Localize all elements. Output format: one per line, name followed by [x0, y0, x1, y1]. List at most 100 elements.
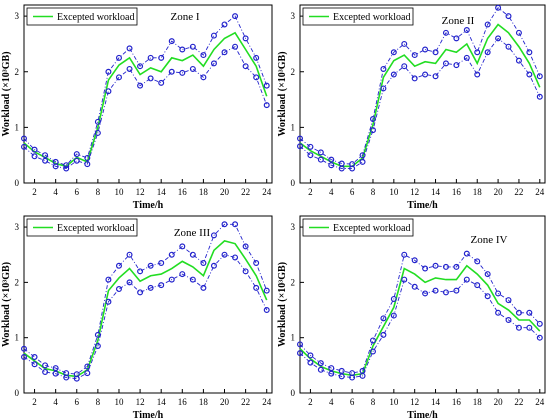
- upper-bound-point: [253, 260, 260, 267]
- legend-label: Excepted workload: [57, 223, 134, 234]
- upper-bound-point: [210, 32, 217, 39]
- plot-frame: [23, 4, 273, 184]
- expected-workload-line: [23, 240, 268, 378]
- y-tick-label: 2: [15, 277, 20, 287]
- x-tick-label: 12: [136, 397, 145, 407]
- y-tick-label: 3: [15, 11, 20, 21]
- upper-bound-point: [52, 365, 59, 372]
- legend-box: [302, 7, 414, 26]
- y-tick-label: 1: [291, 333, 296, 343]
- x-tick-label: 6: [75, 187, 80, 197]
- lower-bound-point: [411, 283, 418, 290]
- lower-bound-point: [495, 35, 502, 42]
- lower-bound-point: [115, 74, 122, 81]
- lower-bound-point: [328, 370, 335, 377]
- lower-bound-point: [221, 49, 228, 56]
- upper-bound-point: [158, 260, 165, 267]
- upper-bound-point: [328, 365, 335, 372]
- lower-bound-point: [411, 75, 418, 82]
- upper-bound-point: [442, 29, 449, 36]
- x-tick-label: 10: [389, 187, 399, 197]
- upper-bound-line: [23, 15, 268, 166]
- upper-bound-point: [263, 82, 270, 89]
- upper-bound-point: [42, 362, 49, 369]
- upper-bound-line: [299, 252, 541, 374]
- x-tick-label: 2: [32, 397, 37, 407]
- plot-frame: [299, 4, 546, 184]
- lower-bound-point: [495, 309, 502, 316]
- upper-bound-point: [168, 38, 175, 45]
- upper-bound-point: [84, 154, 91, 161]
- upper-bound-point: [359, 152, 366, 159]
- upper-bound-point: [515, 309, 522, 316]
- upper-bound-point: [21, 345, 28, 352]
- upper-bound-point: [115, 54, 122, 61]
- x-tick-label: 20: [494, 397, 504, 407]
- lower-bound-point: [63, 165, 70, 172]
- lower-bound-point: [328, 162, 335, 169]
- x-tick-label: 16: [178, 397, 188, 407]
- x-tick-label: 18: [473, 187, 483, 197]
- upper-bound-point: [317, 360, 324, 367]
- x-tick-label: 20: [494, 187, 504, 197]
- y-axis-label: Workload (×10³GB): [1, 262, 12, 347]
- lower-bound-point: [63, 374, 70, 381]
- lower-bound-point: [401, 276, 408, 283]
- lower-bound-point: [52, 163, 59, 170]
- lower-bound-point: [31, 361, 38, 368]
- upper-bound-point: [73, 151, 80, 158]
- upper-bound-point: [307, 352, 314, 359]
- lower-bound-point: [232, 43, 239, 50]
- lower-bound-point: [42, 368, 49, 375]
- lower-bound-point: [390, 71, 397, 78]
- x-tick-label: 10: [114, 397, 124, 407]
- upper-bound-point: [463, 27, 470, 34]
- lower-bound-point: [84, 370, 91, 377]
- upper-bound-point: [115, 262, 122, 269]
- x-tick-label: 6: [350, 397, 355, 407]
- upper-bound-point: [63, 162, 70, 169]
- upper-bound-point: [105, 276, 112, 283]
- lower-bound-point: [105, 298, 112, 305]
- lower-bound-point: [126, 65, 133, 72]
- y-axis-label: Workload (×10³GB): [277, 51, 288, 136]
- upper-bound-point: [422, 265, 429, 272]
- lower-bound-line: [23, 46, 268, 170]
- y-axis-label: Workload (×10³GB): [1, 51, 12, 136]
- lower-bound-point: [137, 289, 144, 296]
- y-tick-label: 3: [291, 222, 296, 232]
- lower-bound-point: [189, 276, 196, 283]
- x-tick-label: 6: [75, 397, 80, 407]
- lower-bound-point: [232, 254, 239, 261]
- upper-bound-point: [147, 262, 154, 269]
- x-tick-label: 10: [389, 397, 399, 407]
- upper-bound-point: [495, 4, 502, 11]
- lower-bound-point: [210, 60, 217, 67]
- upper-bound-point: [126, 251, 133, 258]
- lower-bound-point: [463, 54, 470, 61]
- upper-bound-point: [484, 271, 491, 278]
- x-tick-label: 20: [220, 397, 230, 407]
- x-tick-label: 16: [452, 187, 462, 197]
- lower-bound-point: [115, 286, 122, 293]
- zone-title: Zone II: [442, 15, 475, 27]
- legend-label: Excepted workload: [333, 12, 410, 23]
- lower-bound-point: [189, 65, 196, 72]
- lower-bound-point: [200, 74, 207, 81]
- upper-bound-point: [401, 40, 408, 47]
- lower-bound-point: [453, 287, 460, 294]
- lower-bound-point: [126, 279, 133, 286]
- lower-bound-point: [453, 62, 460, 69]
- lower-bound-point: [263, 102, 270, 109]
- upper-bound-point: [536, 73, 543, 80]
- upper-bound-point: [242, 243, 249, 250]
- x-tick-label: 8: [371, 397, 376, 407]
- expected-workload-line: [299, 264, 541, 377]
- lower-bound-point: [147, 75, 154, 82]
- lower-bound-point: [526, 71, 533, 78]
- lower-bound-point: [242, 268, 249, 275]
- upper-bound-point: [263, 287, 270, 294]
- x-tick-label: 8: [371, 187, 376, 197]
